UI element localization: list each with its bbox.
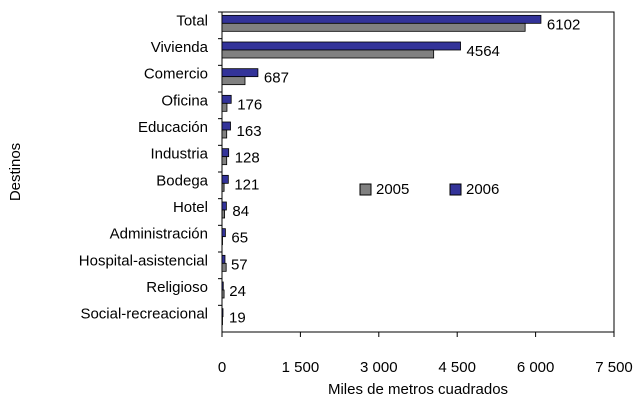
y-tick-label: Administración [110, 226, 208, 243]
bar [221, 94, 232, 104]
x-axis-title: Miles de metros cuadrados [328, 381, 508, 398]
bar [221, 22, 526, 32]
bar [221, 129, 228, 139]
value-label: 57 [231, 256, 248, 273]
bar [221, 228, 226, 238]
x-tick-label: 6 000 [517, 359, 555, 376]
x-tick-label: 1 500 [282, 359, 320, 376]
bar [221, 236, 223, 246]
value-label: 163 [237, 123, 262, 140]
bar [221, 156, 228, 166]
value-label: 176 [237, 96, 262, 113]
legend-swatch [449, 183, 462, 196]
value-label: 128 [235, 150, 260, 167]
legend-swatch [359, 183, 372, 196]
bar [221, 201, 227, 211]
y-tick-label: Vivienda [151, 39, 209, 56]
value-label: 687 [264, 70, 289, 87]
value-label: 19 [229, 310, 246, 327]
y-tick-label: Bodega [156, 172, 208, 189]
y-tick-label: Industria [150, 146, 208, 163]
legend-label: 2005 [376, 181, 409, 198]
legend-label: 2006 [466, 181, 499, 198]
bar [221, 49, 435, 59]
y-tick-label: Hospital-asistencial [79, 252, 208, 269]
y-axis-title: Destinos [7, 143, 24, 201]
bar [221, 102, 228, 112]
x-tick-label: 7 500 [595, 359, 633, 376]
y-tick-label: Total [176, 12, 208, 29]
value-label: 65 [231, 230, 248, 247]
bar [221, 316, 223, 326]
plot-frame [221, 11, 615, 333]
value-label: 6102 [547, 16, 580, 33]
y-tick-label: Social-recreacional [80, 306, 208, 323]
bar [221, 308, 224, 318]
bar [221, 262, 227, 272]
y-tick-label: Oficina [161, 92, 208, 109]
x-tick-label: 4 500 [438, 359, 476, 376]
bar [221, 148, 230, 158]
y-tick-label: Religioso [146, 279, 208, 296]
x-tick-label: 3 000 [360, 359, 398, 376]
bar [221, 76, 246, 86]
bar [221, 14, 542, 24]
y-tick-label: Educación [138, 119, 208, 136]
bar [221, 281, 224, 291]
bar [221, 254, 226, 264]
bar [221, 174, 229, 184]
value-label: 4564 [467, 43, 500, 60]
bar [221, 121, 231, 131]
bar [221, 68, 259, 78]
value-label: 24 [229, 283, 246, 300]
y-tick-label: Comercio [144, 66, 208, 83]
value-label: 84 [232, 203, 249, 220]
x-tick-label: 0 [218, 359, 226, 376]
bar [221, 182, 225, 192]
y-tick-label: Hotel [173, 199, 208, 216]
bar [221, 41, 461, 51]
bar [221, 289, 225, 299]
bar [221, 209, 226, 219]
value-label: 121 [234, 176, 259, 193]
